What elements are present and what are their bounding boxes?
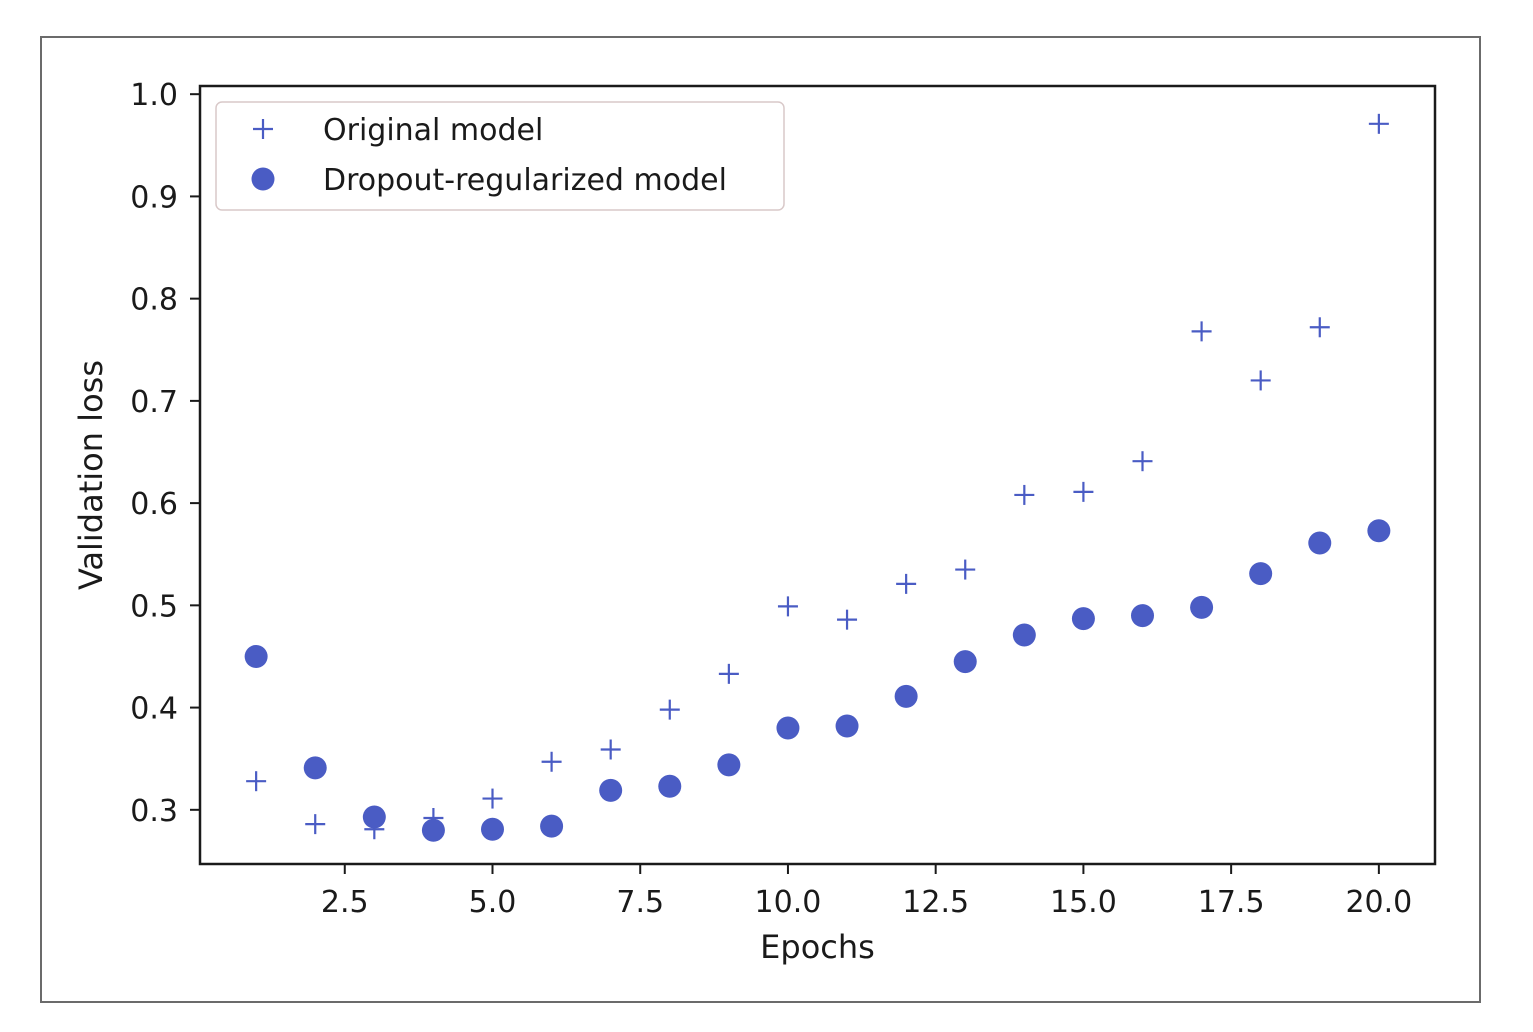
data-point-circle <box>1131 604 1154 628</box>
x-tick-label: 2.5 <box>321 885 369 920</box>
y-tick-label: 0.5 <box>130 589 178 624</box>
data-point-plus <box>837 609 858 630</box>
legend-label: Dropout-regularized model <box>323 163 727 198</box>
data-point-circle <box>362 805 386 829</box>
data-point-plus <box>1191 321 1212 342</box>
x-tick-label: 7.5 <box>616 885 664 920</box>
data-point-circle <box>1012 623 1036 647</box>
y-tick-label: 0.9 <box>130 180 178 215</box>
series-layer <box>244 113 1391 842</box>
x-tick-label: 5.0 <box>469 885 517 920</box>
y-tick-label: 0.8 <box>130 283 178 318</box>
data-point-circle <box>421 818 445 842</box>
data-point-circle <box>540 814 564 838</box>
data-point-circle <box>717 753 741 777</box>
series-original-model <box>246 113 1389 840</box>
x-axis: 2.5 5.0 7.5 10.0 12.5 15.0 17.5 20.0 <box>321 864 1412 920</box>
x-tick-label: 12.5 <box>902 885 969 920</box>
data-point-plus <box>305 814 326 835</box>
y-axis-label: Validation loss <box>72 360 110 590</box>
data-point-circle <box>481 817 504 841</box>
data-point-circle <box>1190 595 1214 619</box>
y-tick-label: 0.3 <box>130 794 178 829</box>
x-axis-label: Epochs <box>760 928 875 966</box>
x-tick-label: 17.5 <box>1198 885 1265 920</box>
y-tick-label: 1.0 <box>130 78 178 113</box>
data-point-circle <box>1308 531 1332 555</box>
data-point-circle <box>303 756 327 780</box>
data-point-plus <box>955 559 976 580</box>
data-point-circle <box>1367 519 1391 543</box>
data-point-plus <box>1309 317 1330 338</box>
data-point-circle <box>953 650 977 674</box>
plot-area <box>198 84 1437 866</box>
data-point-plus <box>1368 113 1389 134</box>
data-point-plus <box>1014 484 1035 505</box>
x-tick-label: 10.0 <box>755 885 822 920</box>
y-tick-label: 0.7 <box>130 385 178 420</box>
data-point-circle <box>776 716 800 740</box>
legend-items: Original model Dropout-regularized model <box>251 113 727 198</box>
legend-marker-plus <box>253 119 273 139</box>
data-point-plus <box>541 751 562 772</box>
y-tick-label: 0.6 <box>130 487 178 522</box>
data-point-plus <box>896 573 917 594</box>
data-point-plus <box>1073 481 1094 502</box>
data-point-plus <box>1132 451 1153 472</box>
y-tick-label: 0.4 <box>130 692 178 727</box>
legend-label: Original model <box>323 113 543 148</box>
data-point-plus <box>246 771 267 792</box>
data-point-plus <box>482 788 503 809</box>
legend-box <box>215 101 785 211</box>
data-point-circle <box>835 714 859 738</box>
series-dropout-regularized-model <box>244 519 1391 842</box>
data-point-circle <box>894 684 918 708</box>
data-point-plus <box>659 699 680 720</box>
data-point-circle <box>1071 607 1095 631</box>
x-tick-label: 20.0 <box>1345 885 1412 920</box>
x-tick-label: 15.0 <box>1050 885 1117 920</box>
y-axis: 0.3 0.4 0.5 0.6 0.7 0.8 0.9 1.0 <box>130 78 200 829</box>
data-point-plus <box>600 739 621 760</box>
legend-marker-circle <box>251 167 275 191</box>
data-point-circle <box>1249 562 1273 586</box>
data-point-plus <box>777 596 798 617</box>
figure-frame <box>40 36 1481 1003</box>
data-point-plus <box>1250 370 1271 391</box>
data-point-circle <box>244 644 268 668</box>
data-point-circle <box>658 774 682 798</box>
legend: Original model Dropout-regularized model <box>215 101 785 211</box>
data-point-circle <box>599 778 623 802</box>
data-point-plus <box>718 663 739 684</box>
